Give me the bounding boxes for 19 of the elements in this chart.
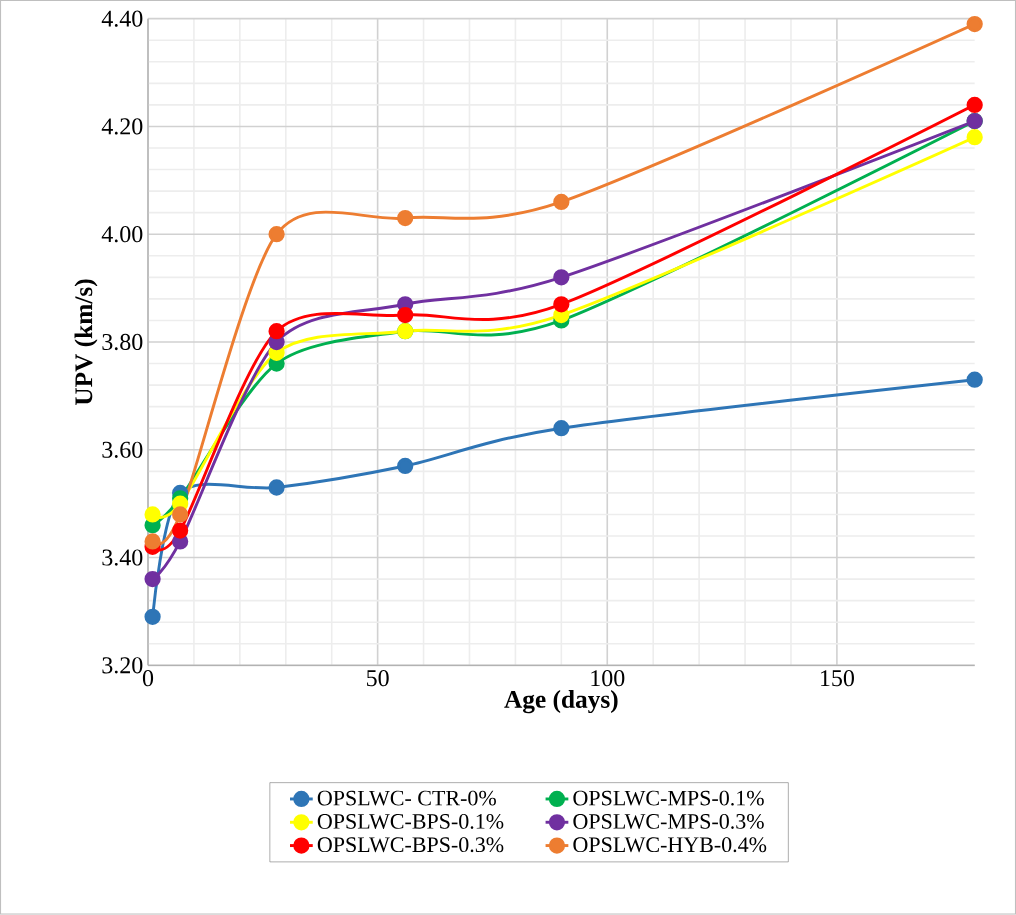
y-tick-label: 3.20 bbox=[102, 657, 143, 674]
y-tick-label: 4.40 bbox=[101, 10, 143, 27]
y-tick-label: 4.00 bbox=[101, 226, 143, 243]
legend-label: OPSLWC-BPS-0.3% bbox=[317, 837, 504, 853]
x-tick-label: 150 bbox=[821, 670, 854, 687]
x-tick-label: 100 bbox=[591, 670, 625, 687]
legend-label: OPSLWC-HYB-0.4% bbox=[573, 837, 767, 853]
legend-label: OPSLWC-MPS-0.1% bbox=[573, 790, 764, 806]
y-tick-label: 3.60 bbox=[102, 441, 143, 459]
legend-label: OPSLWC-MPS-0.3% bbox=[573, 814, 764, 830]
x-tick-label: 0 bbox=[142, 670, 154, 687]
legend-label: OPSLWC- CTR-0% bbox=[317, 790, 496, 806]
y-tick-label: 4.20 bbox=[101, 118, 143, 135]
y-tick-label: 3.40 bbox=[102, 549, 143, 566]
y-tick-label: 3.80 bbox=[102, 334, 143, 351]
x-axis-title: Age (days) bbox=[504, 690, 618, 714]
legend-label: OPSLWC-BPS-0.1% bbox=[317, 814, 504, 830]
x-tick-label: 50 bbox=[367, 670, 389, 687]
y-axis-title: UPV (km/s) bbox=[74, 279, 98, 406]
